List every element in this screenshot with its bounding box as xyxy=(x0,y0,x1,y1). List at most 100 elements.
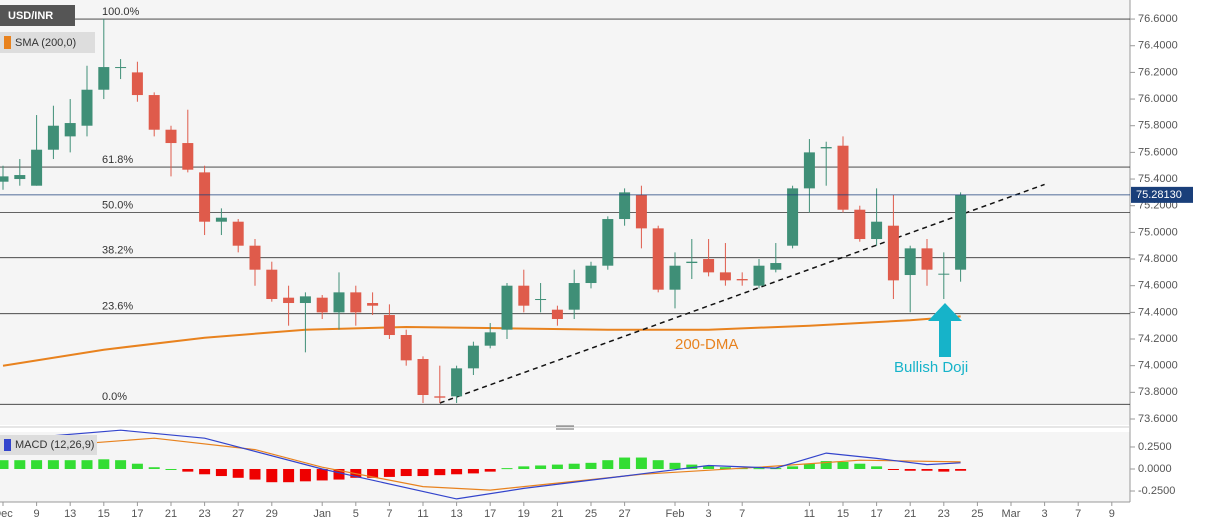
macd-bar xyxy=(484,468,496,472)
candle-body xyxy=(249,245,261,270)
macd-bar xyxy=(619,457,631,469)
macd-bar xyxy=(501,468,513,470)
macd-bar xyxy=(820,461,832,469)
symbol-label: USD/INR xyxy=(8,10,53,22)
macd-swatch xyxy=(4,439,11,451)
x-tick-label: 13 xyxy=(450,508,462,520)
candle-body xyxy=(47,125,59,150)
x-tick-label: 7 xyxy=(739,508,745,520)
x-tick-label: 9 xyxy=(34,508,40,520)
macd-bar xyxy=(81,460,93,469)
candle-body xyxy=(803,152,815,189)
candle-body xyxy=(434,396,446,398)
macd-bar xyxy=(467,468,479,474)
y-tick-label: 76.0000 xyxy=(1138,93,1178,105)
candle-body xyxy=(333,292,345,313)
candle-body xyxy=(501,285,513,330)
x-tick-label: 11 xyxy=(417,508,428,520)
macd-bar xyxy=(400,468,412,477)
x-tick-label: 11 xyxy=(804,508,815,520)
macd-bar xyxy=(568,463,580,469)
x-tick-label: 3 xyxy=(1042,508,1048,520)
macd-bar xyxy=(703,465,715,469)
fib-label: 23.6% xyxy=(102,301,133,313)
candle-body xyxy=(551,309,563,320)
macd-panel xyxy=(0,432,1130,502)
x-tick-label: Feb xyxy=(666,508,685,520)
y-tick-label: 73.8000 xyxy=(1138,386,1178,398)
macd-bar xyxy=(887,468,899,470)
fib-label: 0.0% xyxy=(102,391,127,403)
macd-bar xyxy=(753,468,765,470)
macd-bar xyxy=(451,468,463,475)
candle-body xyxy=(602,219,614,266)
x-tick-label: 3 xyxy=(706,508,712,520)
macd-bar xyxy=(535,465,547,469)
macd-bar xyxy=(955,468,967,471)
y-tick-label: 74.0000 xyxy=(1138,360,1178,372)
macd-bar xyxy=(148,467,160,469)
candle-body xyxy=(921,248,933,270)
macd-bar xyxy=(602,460,614,469)
y-tick-label: 74.2000 xyxy=(1138,333,1178,345)
sma-annotation: 200-DMA xyxy=(675,336,738,353)
macd-bar xyxy=(333,468,345,480)
candle-body xyxy=(955,195,967,270)
x-tick-label: 17 xyxy=(484,508,496,520)
candle-body xyxy=(669,265,681,290)
candle-body xyxy=(283,297,295,304)
macd-bar xyxy=(367,468,379,478)
macd-label: MACD (12,26,9) xyxy=(15,439,94,451)
candle-body xyxy=(484,332,496,346)
x-tick-label: Jan xyxy=(313,508,331,520)
macd-bar xyxy=(64,460,76,469)
candle-body xyxy=(535,299,547,301)
candle-body xyxy=(165,129,177,144)
candle-body xyxy=(904,248,916,276)
candle-body xyxy=(686,261,698,264)
macd-bar xyxy=(383,468,395,477)
y-tick-label: 74.8000 xyxy=(1138,253,1178,265)
candle-body xyxy=(820,147,832,149)
macd-bar xyxy=(434,468,446,476)
candle-body xyxy=(887,225,899,281)
candle-body xyxy=(81,89,93,126)
divider-handle[interactable] xyxy=(556,425,574,430)
candle-body xyxy=(467,345,479,369)
candle-body xyxy=(115,67,127,69)
candle-body xyxy=(350,292,362,313)
candle-body xyxy=(98,67,110,90)
fib-label: 38.2% xyxy=(102,245,133,257)
last-price-label: 75.28130 xyxy=(1136,189,1182,201)
y-tick-label: 73.6000 xyxy=(1138,413,1178,425)
y-tick-label: 74.4000 xyxy=(1138,306,1178,318)
candle-body xyxy=(770,263,782,270)
candle-body xyxy=(938,273,950,275)
macd-bar xyxy=(669,462,681,469)
y-tick-label: 75.6000 xyxy=(1138,146,1178,158)
candle-body xyxy=(182,143,194,170)
macd-bar xyxy=(921,468,933,471)
x-tick-label: 23 xyxy=(938,508,950,520)
candle-body xyxy=(131,72,143,96)
arrow xyxy=(928,303,962,357)
x-tick-label: 29 xyxy=(266,508,278,520)
candle-body xyxy=(635,195,647,229)
x-tick-label: 25 xyxy=(971,508,983,520)
fib-label: 100.0% xyxy=(102,6,140,18)
candle-body xyxy=(299,296,311,304)
candle-body xyxy=(383,315,395,336)
x-tick-label: Mar xyxy=(1002,508,1021,520)
macd-bar xyxy=(131,463,143,469)
x-tick-label: 19 xyxy=(518,508,530,520)
last-price-box xyxy=(1131,186,1193,203)
macd-bar xyxy=(904,468,916,471)
symbol-box xyxy=(0,5,75,26)
y-tick-label: 0.0000 xyxy=(1138,463,1172,475)
macd-bar xyxy=(98,459,110,469)
candle-body xyxy=(787,188,799,246)
candle-body xyxy=(417,359,429,396)
candle-body xyxy=(0,176,9,182)
indicator-swatch xyxy=(4,36,11,49)
